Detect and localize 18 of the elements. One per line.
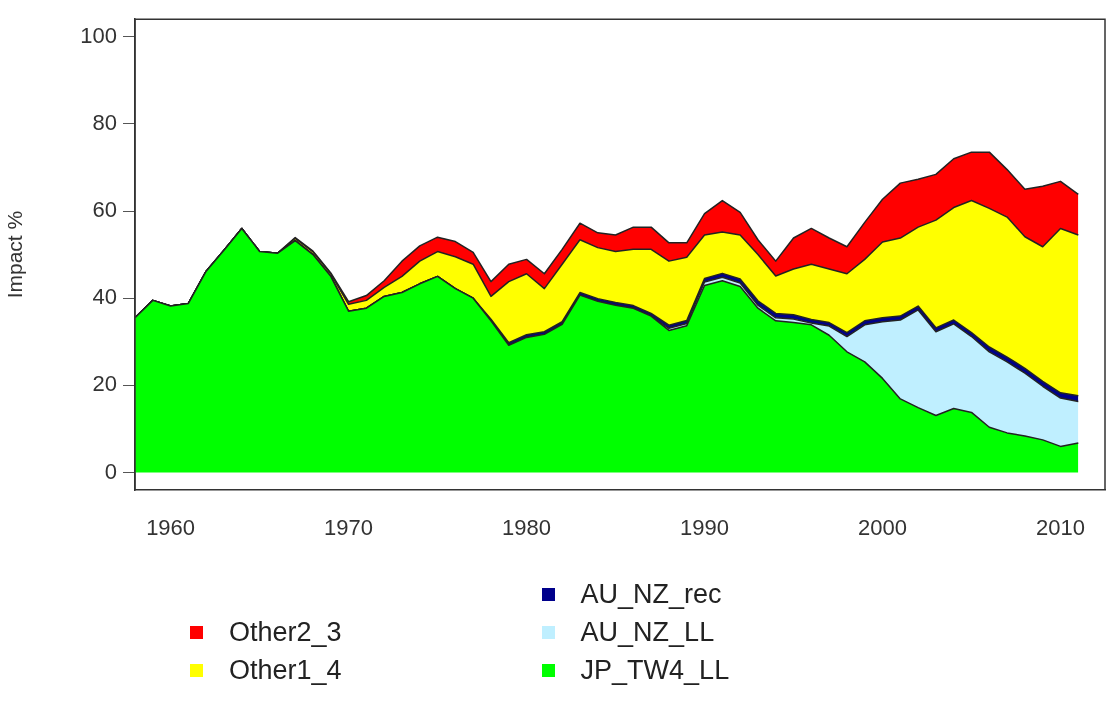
y-tick-label: 40 bbox=[92, 284, 117, 310]
x-tick-label: 1980 bbox=[502, 515, 552, 541]
x-tick-label: 1990 bbox=[680, 515, 730, 541]
legend-label: AU_NZ_rec bbox=[580, 578, 722, 611]
legend-label: Other2_3 bbox=[229, 616, 342, 649]
legend-label: Other1_4 bbox=[229, 654, 342, 687]
y-tick-label: 80 bbox=[92, 109, 117, 135]
y-axis-title: Impact % bbox=[3, 210, 27, 299]
x-tick-label: 1970 bbox=[324, 515, 374, 541]
x-tick-label: 1960 bbox=[146, 515, 196, 541]
y-tick-label: 20 bbox=[92, 371, 117, 397]
legend-label: AU_NZ_LL bbox=[580, 616, 715, 649]
y-tick-label: 0 bbox=[104, 458, 117, 484]
x-tick-label: 2000 bbox=[858, 515, 907, 541]
legend-label: JP_TW4_LL bbox=[580, 654, 730, 687]
y-tick-label: 100 bbox=[80, 22, 117, 48]
x-tick-label: 2010 bbox=[1036, 515, 1085, 541]
y-tick-label: 60 bbox=[92, 197, 117, 223]
